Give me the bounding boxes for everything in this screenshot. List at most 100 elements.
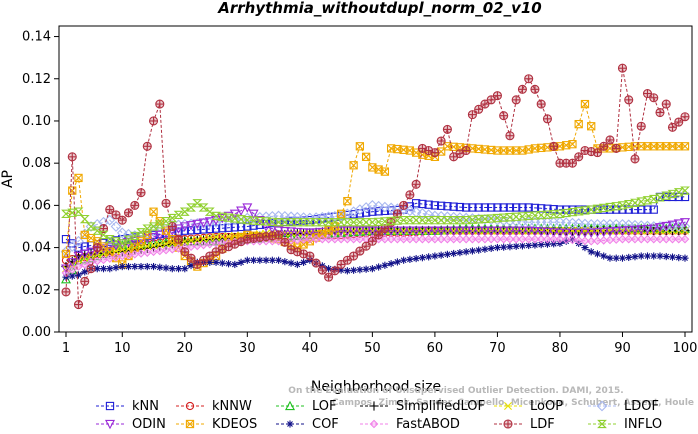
data-point	[148, 116, 159, 126]
data-point	[142, 141, 152, 151]
data-point	[661, 99, 671, 109]
data-point	[387, 260, 395, 268]
data-point	[304, 218, 315, 227]
legend-marker	[286, 420, 294, 428]
data-point	[99, 265, 108, 273]
data-point	[286, 227, 297, 237]
data-point	[367, 218, 378, 227]
data-point	[386, 234, 396, 244]
data-point	[675, 254, 683, 262]
data-point	[193, 225, 202, 235]
data-point	[186, 253, 196, 263]
data-point	[500, 243, 508, 251]
data-point	[668, 253, 677, 261]
data-point	[611, 226, 622, 237]
data-point	[536, 234, 546, 244]
data-point	[204, 207, 215, 216]
data-point	[524, 203, 533, 212]
data-point	[311, 234, 321, 244]
data-point	[587, 122, 596, 131]
data-point	[148, 222, 159, 231]
data-point	[106, 265, 114, 273]
data-point	[198, 203, 209, 212]
data-point	[223, 213, 234, 222]
data-point	[317, 218, 328, 227]
data-point	[662, 252, 670, 261]
data-point	[61, 249, 71, 259]
legend-item: FastABOD	[360, 417, 460, 432]
data-point	[292, 218, 303, 227]
data-point	[680, 186, 690, 195]
data-point	[267, 217, 278, 226]
data-point	[543, 204, 552, 213]
data-point	[273, 218, 284, 227]
data-point	[392, 226, 403, 236]
data-point	[554, 228, 565, 239]
y-tick-label: 0.06	[22, 198, 51, 213]
data-point	[318, 234, 327, 244]
data-point	[61, 287, 71, 297]
data-point	[629, 225, 640, 236]
data-point	[167, 213, 178, 223]
data-point	[85, 221, 97, 232]
data-point	[623, 226, 634, 236]
data-point	[555, 158, 565, 168]
data-point	[561, 228, 572, 239]
legend-marker	[104, 419, 116, 430]
data-point	[261, 217, 272, 226]
data-point	[411, 179, 421, 189]
data-point	[492, 213, 503, 223]
data-point	[110, 221, 122, 232]
data-point	[600, 252, 608, 260]
data-point	[192, 199, 203, 208]
data-point	[474, 203, 483, 212]
data-point	[204, 217, 215, 227]
data-point	[468, 234, 477, 244]
data-point	[568, 140, 577, 149]
legend-item: INFLO	[588, 417, 662, 432]
data-point	[456, 249, 464, 257]
data-point	[418, 199, 427, 209]
data-point	[448, 226, 459, 236]
data-point	[631, 253, 639, 261]
data-point	[393, 258, 401, 266]
data-point	[381, 261, 389, 269]
legend-label: SimplifiedLOF	[396, 399, 485, 414]
series-line	[65, 204, 685, 253]
data-point	[373, 217, 384, 226]
data-point	[224, 223, 233, 232]
data-point	[161, 240, 171, 250]
data-point	[430, 148, 440, 158]
data-point	[392, 209, 402, 219]
y-tick-label: 0.10	[22, 114, 51, 129]
series-ldf	[61, 63, 690, 310]
data-point	[81, 268, 89, 276]
data-point	[493, 234, 502, 244]
data-point	[262, 256, 270, 264]
data-point	[167, 221, 177, 232]
data-point	[355, 142, 365, 151]
data-point	[404, 216, 415, 225]
data-point	[543, 234, 552, 244]
data-point	[637, 205, 646, 214]
data-point	[367, 226, 378, 236]
data-point	[492, 226, 503, 236]
data-point	[329, 218, 340, 227]
data-point	[186, 221, 197, 231]
plot-frame	[58, 25, 693, 333]
data-point	[487, 244, 495, 253]
data-point	[224, 242, 234, 252]
chart-title: Arrhythmia_withoutdupl_norm_02_v10	[217, 0, 541, 17]
data-point	[168, 265, 176, 273]
data-point	[305, 251, 315, 261]
data-point	[511, 212, 522, 221]
legend-marker	[369, 419, 379, 429]
data-point	[455, 202, 465, 212]
data-point	[324, 234, 333, 244]
data-point	[668, 234, 677, 244]
data-point	[424, 200, 433, 209]
data-point	[454, 226, 465, 236]
data-point	[173, 210, 184, 220]
legend-label: COF	[312, 417, 339, 432]
data-point	[436, 136, 446, 146]
